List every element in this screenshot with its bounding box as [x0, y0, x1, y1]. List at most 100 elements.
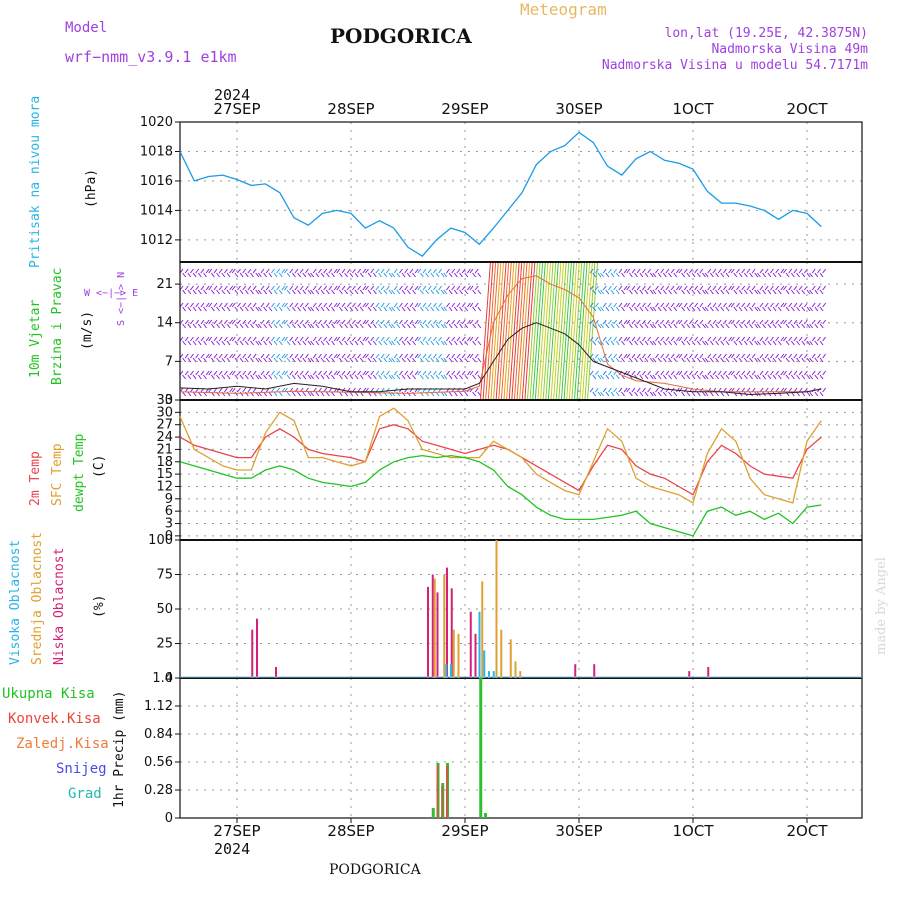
- wind-barb: [312, 336, 317, 342]
- wind-barb: [338, 289, 343, 295]
- wind-barb: [453, 391, 458, 397]
- wind-barb: [626, 319, 631, 325]
- wind-barb: [673, 272, 678, 278]
- wind-barb: [237, 370, 241, 376]
- wind-barb: [474, 268, 479, 274]
- wind-barb: [670, 285, 675, 291]
- wind-barb: [579, 261, 591, 401]
- wind-barb: [809, 306, 814, 312]
- wind-barb: [385, 302, 390, 308]
- wind-barb: [628, 323, 633, 329]
- wind-barb: [383, 306, 388, 312]
- wind-barb: [265, 370, 270, 376]
- wind-barb: [312, 319, 317, 325]
- wind-barb: [655, 387, 659, 393]
- wind-barb: [772, 306, 777, 312]
- wind-barb: [728, 268, 733, 274]
- wind-barb: [307, 374, 312, 380]
- wind-barb: [723, 319, 727, 325]
- wind-barb: [639, 272, 644, 278]
- wind-barb: [226, 323, 231, 329]
- wind-barb: [712, 268, 717, 274]
- wind-barb: [683, 285, 688, 291]
- wind-barb: [182, 357, 187, 363]
- wind-barb: [675, 285, 680, 291]
- wind-barb: [383, 357, 388, 363]
- wind-barb: [430, 357, 435, 363]
- wind-barb: [639, 306, 644, 312]
- wind-barb: [822, 319, 827, 325]
- wind-barb: [459, 357, 463, 363]
- wind-barb: [568, 261, 580, 401]
- wind-barb: [359, 306, 364, 312]
- wind-barb: [446, 285, 450, 291]
- wind-barb: [683, 370, 688, 376]
- wind-barb: [210, 374, 215, 380]
- wind-barb: [440, 374, 445, 380]
- wind-barb: [200, 285, 205, 291]
- wind-barb: [712, 336, 717, 342]
- wind-barb: [642, 387, 646, 393]
- wind-barb: [709, 374, 714, 380]
- wind-barb: [328, 387, 333, 393]
- wind-barb: [464, 340, 469, 346]
- wind-barb: [333, 353, 338, 359]
- wind-barb: [352, 370, 356, 376]
- wind-barb: [772, 272, 777, 278]
- wind-barb: [276, 285, 281, 291]
- wind-barb: [404, 353, 409, 359]
- wind-barb: [772, 374, 777, 380]
- wind-barb: [733, 357, 738, 363]
- wind-barb: [602, 387, 607, 393]
- cloud-mid-bar: [457, 633, 460, 678]
- wind-barb: [409, 268, 414, 274]
- wind-barb: [613, 370, 618, 376]
- wind-barb: [265, 285, 270, 291]
- wind-barb: [770, 370, 774, 376]
- wind-barb: [318, 336, 322, 342]
- wind-barb: [678, 370, 683, 376]
- wind-barb: [297, 306, 301, 312]
- wind-barb: [819, 340, 824, 346]
- wind-barb: [440, 272, 445, 278]
- x-day-label-top: 29SEP: [441, 100, 488, 118]
- wind-barb: [367, 323, 372, 329]
- wind-barb: [751, 268, 756, 274]
- wind-barb: [203, 374, 207, 380]
- wind-barb: [289, 268, 294, 274]
- wind-barb: [239, 340, 244, 346]
- wind-barb: [216, 340, 220, 346]
- wind-barb: [723, 268, 727, 274]
- wind-barb: [623, 319, 628, 325]
- wind-barb: [318, 285, 322, 291]
- wind-barb: [427, 268, 432, 274]
- wind-barb: [746, 370, 751, 376]
- wind-barb: [600, 374, 605, 380]
- wind-barb: [822, 268, 827, 274]
- wind-barb: [391, 374, 396, 380]
- wind-barb: [276, 336, 281, 342]
- wind-barb: [404, 302, 409, 308]
- wind-barb: [464, 306, 469, 312]
- wind-barb: [231, 285, 236, 291]
- wind-barb: [660, 285, 665, 291]
- wind-barb: [686, 391, 691, 397]
- wind-barb: [644, 323, 649, 329]
- wind-barb: [302, 289, 307, 295]
- wind-barb: [670, 319, 675, 325]
- wind-barb: [433, 302, 437, 308]
- wind-barb: [291, 289, 296, 295]
- wind-barb: [524, 261, 536, 401]
- wind-barb: [741, 285, 746, 291]
- wind-barb: [756, 323, 761, 329]
- wind-barb: [203, 323, 207, 329]
- wind-barb: [375, 353, 380, 359]
- wind-barb: [644, 289, 649, 295]
- wind-barb: [772, 357, 777, 363]
- wind-barb: [213, 302, 218, 308]
- precip-total-bar: [431, 808, 435, 818]
- wind-barb: [615, 323, 620, 329]
- wind-barb: [738, 340, 743, 346]
- x-day-label-bottom: 29SEP: [441, 822, 488, 840]
- wind-barb: [344, 323, 348, 329]
